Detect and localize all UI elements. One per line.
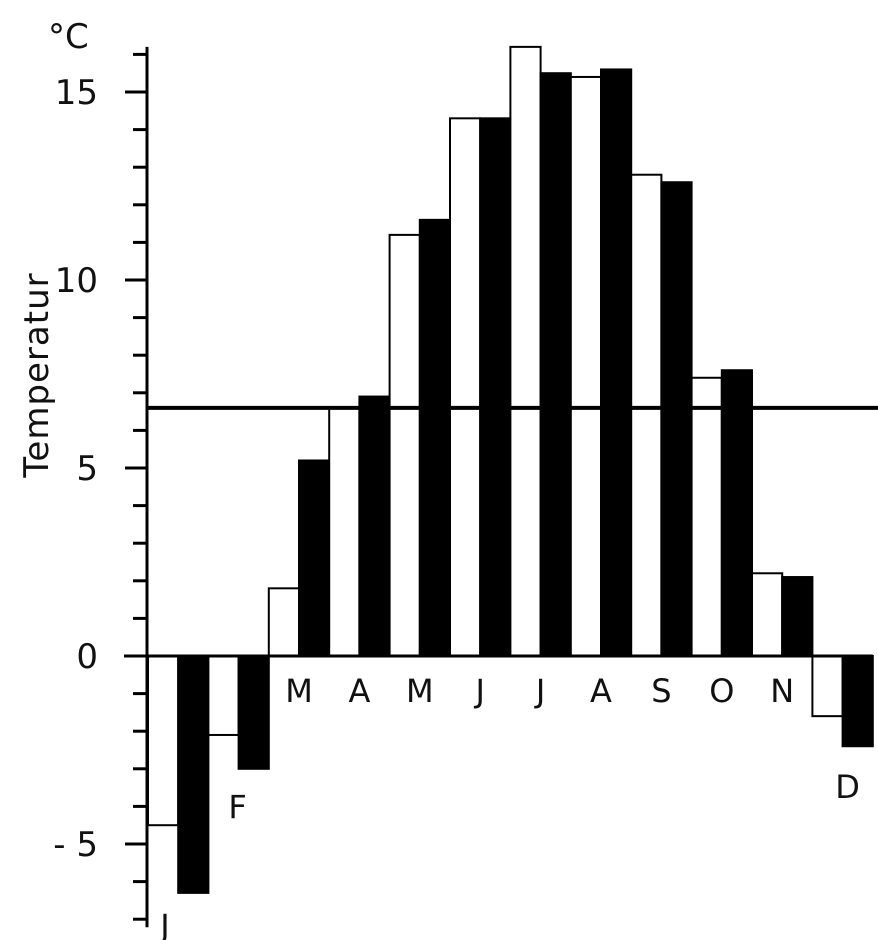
y-tick-label: - 5 — [53, 825, 98, 865]
month-label: M — [285, 672, 313, 710]
y-tick-label: 5 — [76, 449, 98, 489]
bar-series1-8 — [630, 173, 663, 657]
bar-series2-5 — [479, 117, 512, 657]
y-axis-title: Temperatur — [17, 272, 57, 478]
bar-series2-1 — [237, 655, 270, 770]
bar-series1-11 — [811, 655, 844, 718]
month-label: A — [590, 672, 612, 710]
unit-label: °C — [48, 17, 89, 57]
month-label: O — [709, 672, 734, 710]
y-tick-label: 15 — [55, 73, 98, 113]
bar-series1-1 — [207, 655, 240, 736]
bar-series1-5 — [449, 117, 482, 657]
bar-series1-7 — [569, 75, 602, 657]
bar-series1-3 — [328, 406, 361, 657]
month-label: N — [770, 672, 794, 710]
month-label: J — [158, 907, 169, 940]
bar-series2-6 — [539, 72, 572, 657]
month-labels: JFM A M J J A S O ND — [158, 672, 860, 940]
month-label: S — [651, 672, 671, 710]
bar-series2-8 — [660, 181, 693, 658]
month-label: F — [228, 788, 246, 826]
bar-series2-3 — [358, 395, 391, 657]
bar-series2-10 — [781, 576, 814, 657]
bar-series1-0 — [147, 655, 180, 827]
month-label: A — [348, 672, 370, 710]
month-label: M — [406, 672, 434, 710]
y-tick-label: 0 — [76, 637, 98, 677]
bar-series1-4 — [388, 233, 421, 657]
bar-series1-9 — [690, 376, 723, 657]
month-label: J — [534, 672, 545, 710]
bar-series2-0 — [177, 655, 210, 894]
bar-series2-4 — [418, 218, 451, 657]
month-label: J — [473, 672, 484, 710]
bar-series1-2 — [267, 587, 300, 658]
bar-series2-11 — [841, 655, 874, 748]
bar-series1-6 — [509, 45, 542, 657]
month-label: D — [835, 768, 860, 806]
bar-series2-7 — [600, 68, 633, 657]
bar-series2-9 — [720, 369, 753, 657]
bar-series1-10 — [751, 572, 784, 658]
bar-series2-2 — [298, 459, 331, 658]
y-ticks: - 5 0 5 10 15 — [53, 52, 147, 921]
bars-layer — [147, 45, 874, 894]
y-tick-label: 10 — [55, 261, 98, 301]
